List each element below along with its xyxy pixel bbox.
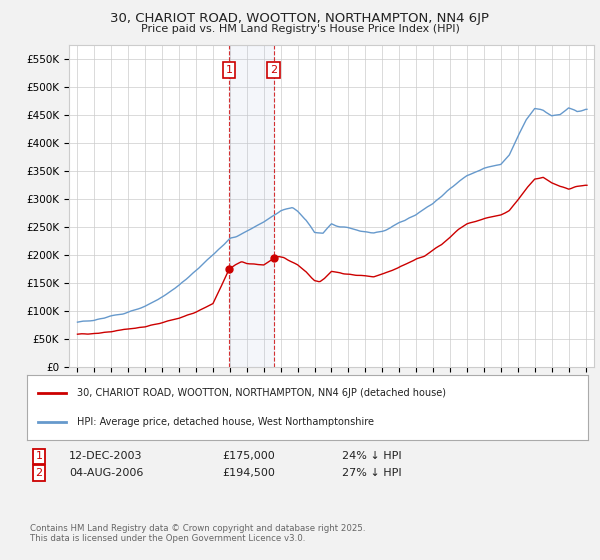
Text: 04-AUG-2006: 04-AUG-2006 — [69, 468, 143, 478]
Bar — [229, 45, 274, 367]
Text: 27% ↓ HPI: 27% ↓ HPI — [342, 468, 401, 478]
Text: 1: 1 — [226, 65, 233, 75]
Text: 30, CHARIOT ROAD, WOOTTON, NORTHAMPTON, NN4 6JP: 30, CHARIOT ROAD, WOOTTON, NORTHAMPTON, … — [110, 12, 490, 25]
Text: 24% ↓ HPI: 24% ↓ HPI — [342, 451, 401, 461]
Text: HPI: Average price, detached house, West Northamptonshire: HPI: Average price, detached house, West… — [77, 417, 374, 427]
Text: 30, CHARIOT ROAD, WOOTTON, NORTHAMPTON, NN4 6JP (detached house): 30, CHARIOT ROAD, WOOTTON, NORTHAMPTON, … — [77, 388, 446, 398]
Text: 12-DEC-2003: 12-DEC-2003 — [69, 451, 143, 461]
Text: £194,500: £194,500 — [222, 468, 275, 478]
Text: Price paid vs. HM Land Registry's House Price Index (HPI): Price paid vs. HM Land Registry's House … — [140, 24, 460, 34]
Text: 1: 1 — [35, 451, 43, 461]
Text: £175,000: £175,000 — [222, 451, 275, 461]
Text: Contains HM Land Registry data © Crown copyright and database right 2025.
This d: Contains HM Land Registry data © Crown c… — [30, 524, 365, 543]
Text: 2: 2 — [35, 468, 43, 478]
Text: 2: 2 — [270, 65, 277, 75]
